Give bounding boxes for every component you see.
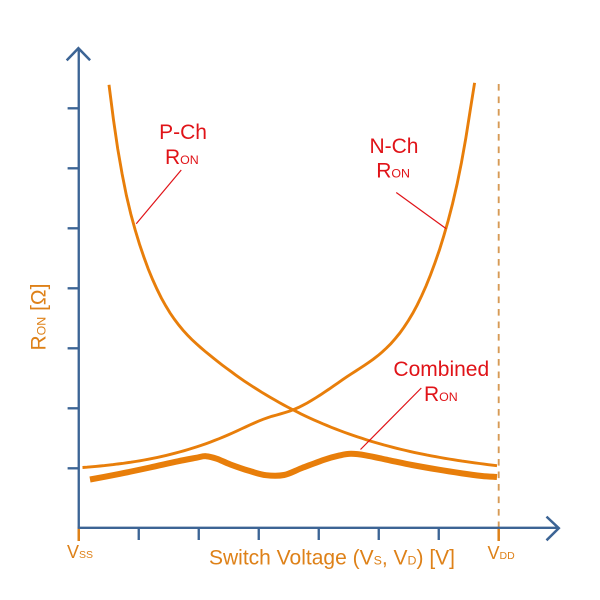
svg-text:N-Ch: N-Ch xyxy=(369,135,418,158)
svg-text:RON [Ω]: RON [Ω] xyxy=(28,284,51,351)
svg-text:P-Ch: P-Ch xyxy=(159,121,207,144)
svg-text:Switch Voltage (VS, VD) [V]: Switch Voltage (VS, VD) [V] xyxy=(209,547,455,570)
svg-text:Combined: Combined xyxy=(393,358,489,381)
